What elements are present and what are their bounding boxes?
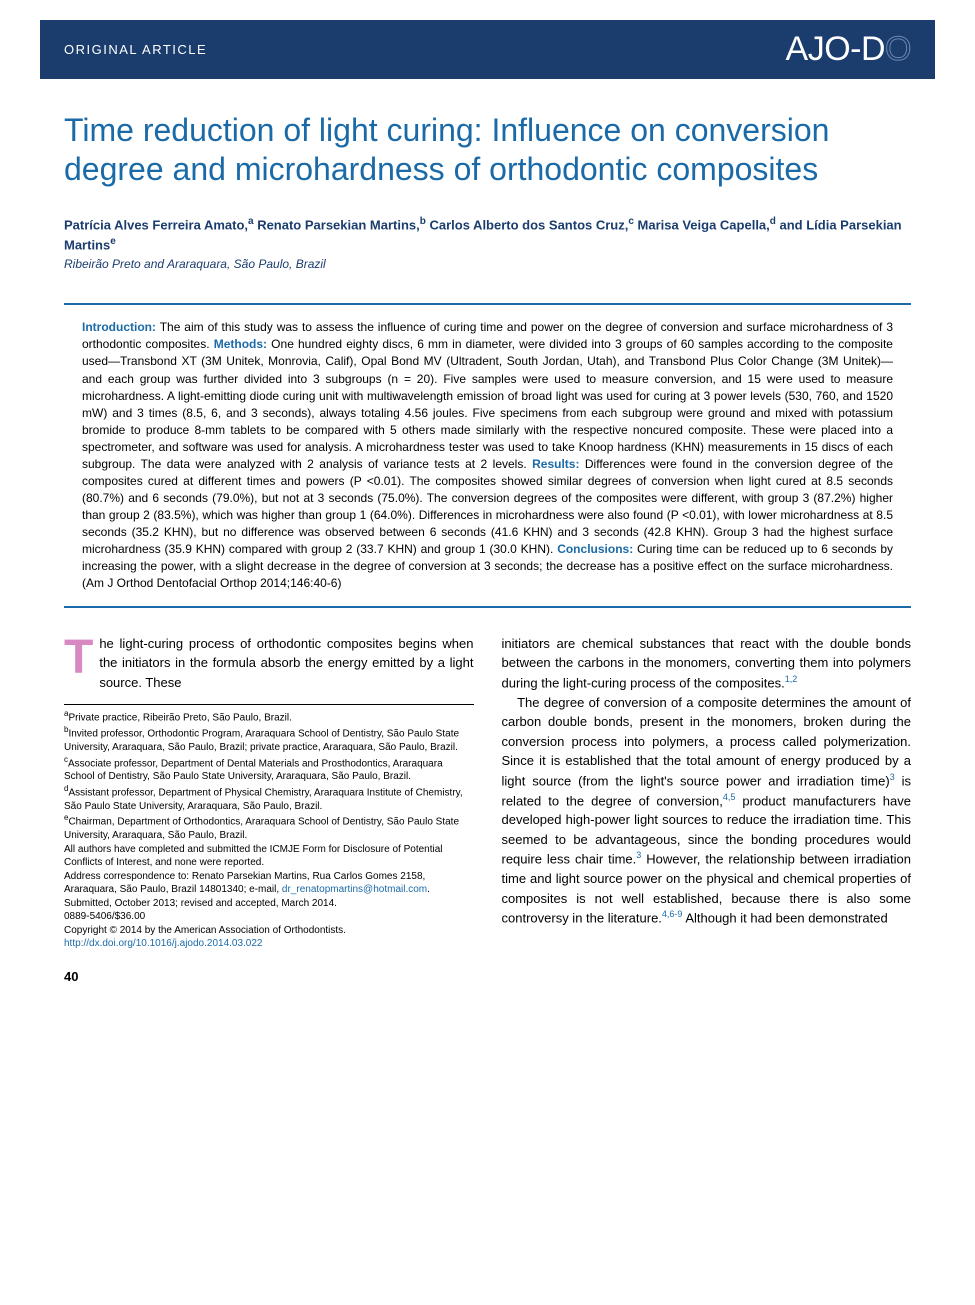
- footnote-doi: http://dx.doi.org/10.1016/j.ajodo.2014.0…: [64, 937, 474, 951]
- page-container: ORIGINAL ARTICLE AJO-DO Time reduction o…: [0, 0, 975, 1014]
- footnote-submitted: Submitted, October 2013; revised and acc…: [64, 897, 474, 911]
- abstract-intro-label: Introduction:: [82, 320, 156, 334]
- doi-link[interactable]: http://dx.doi.org/10.1016/j.ajodo.2014.0…: [64, 938, 263, 949]
- footnote-b: bInvited professor, Orthodontic Program,…: [64, 725, 474, 754]
- lead-paragraph: The light-curing process of orthodontic …: [64, 634, 474, 693]
- citation-1-2: 1,2: [785, 674, 798, 684]
- abstract-conclusions-label: Conclusions:: [557, 542, 633, 556]
- page-number: 40: [40, 951, 935, 984]
- abstract-block: Introduction: The aim of this study was …: [64, 303, 911, 608]
- footnote-a: aPrivate practice, Ribeirão Preto, São P…: [64, 709, 474, 725]
- journal-logo: AJO-DO: [786, 30, 911, 69]
- article-title: Time reduction of light curing: Influenc…: [64, 111, 911, 189]
- header-bar: ORIGINAL ARTICLE AJO-DO: [40, 20, 935, 79]
- author-list: Patrícia Alves Ferreira Amato,a Renato P…: [64, 215, 911, 255]
- abstract-results-label: Results:: [532, 457, 579, 471]
- abstract-methods-text: One hundred eighty discs, 6 mm in diamet…: [82, 337, 893, 470]
- left-column: The light-curing process of orthodontic …: [64, 634, 474, 951]
- footnote-correspondence: Address correspondence to: Renato Parsek…: [64, 870, 474, 897]
- footnote-issn: 0889-5406/$36.00: [64, 910, 474, 924]
- right-column: initiators are chemical substances that …: [502, 634, 912, 951]
- lead-text: he light-curing process of orthodontic c…: [99, 636, 473, 690]
- footnote-d: dAssistant professor, Department of Phys…: [64, 784, 474, 813]
- footnote-copyright: Copyright © 2014 by the American Associa…: [64, 924, 474, 938]
- footnote-c: cAssociate professor, Department of Dent…: [64, 755, 474, 784]
- correspondence-email-link[interactable]: dr_renatopmartins@hotmail.com: [282, 884, 427, 895]
- footnote-disclosure: All authors have completed and submitted…: [64, 843, 474, 870]
- body-para-1: initiators are chemical substances that …: [502, 634, 912, 693]
- section-label: ORIGINAL ARTICLE: [64, 42, 207, 57]
- citation-4-5: 4,5: [723, 792, 736, 802]
- citation-4-6-9: 4,6-9: [662, 909, 683, 919]
- affiliation-city: Ribeirão Preto and Araraquara, São Paulo…: [64, 257, 911, 271]
- title-block: Time reduction of light curing: Influenc…: [40, 97, 935, 289]
- footnote-e: eChairman, Department of Orthodontics, A…: [64, 813, 474, 842]
- abstract-text: Introduction: The aim of this study was …: [82, 319, 893, 592]
- body-columns: The light-curing process of orthodontic …: [40, 628, 935, 951]
- abstract-methods-label: Methods:: [214, 337, 267, 351]
- body-para-2: The degree of conversion of a composite …: [502, 693, 912, 928]
- dropcap: T: [64, 634, 99, 679]
- footnotes-block: aPrivate practice, Ribeirão Preto, São P…: [64, 704, 474, 950]
